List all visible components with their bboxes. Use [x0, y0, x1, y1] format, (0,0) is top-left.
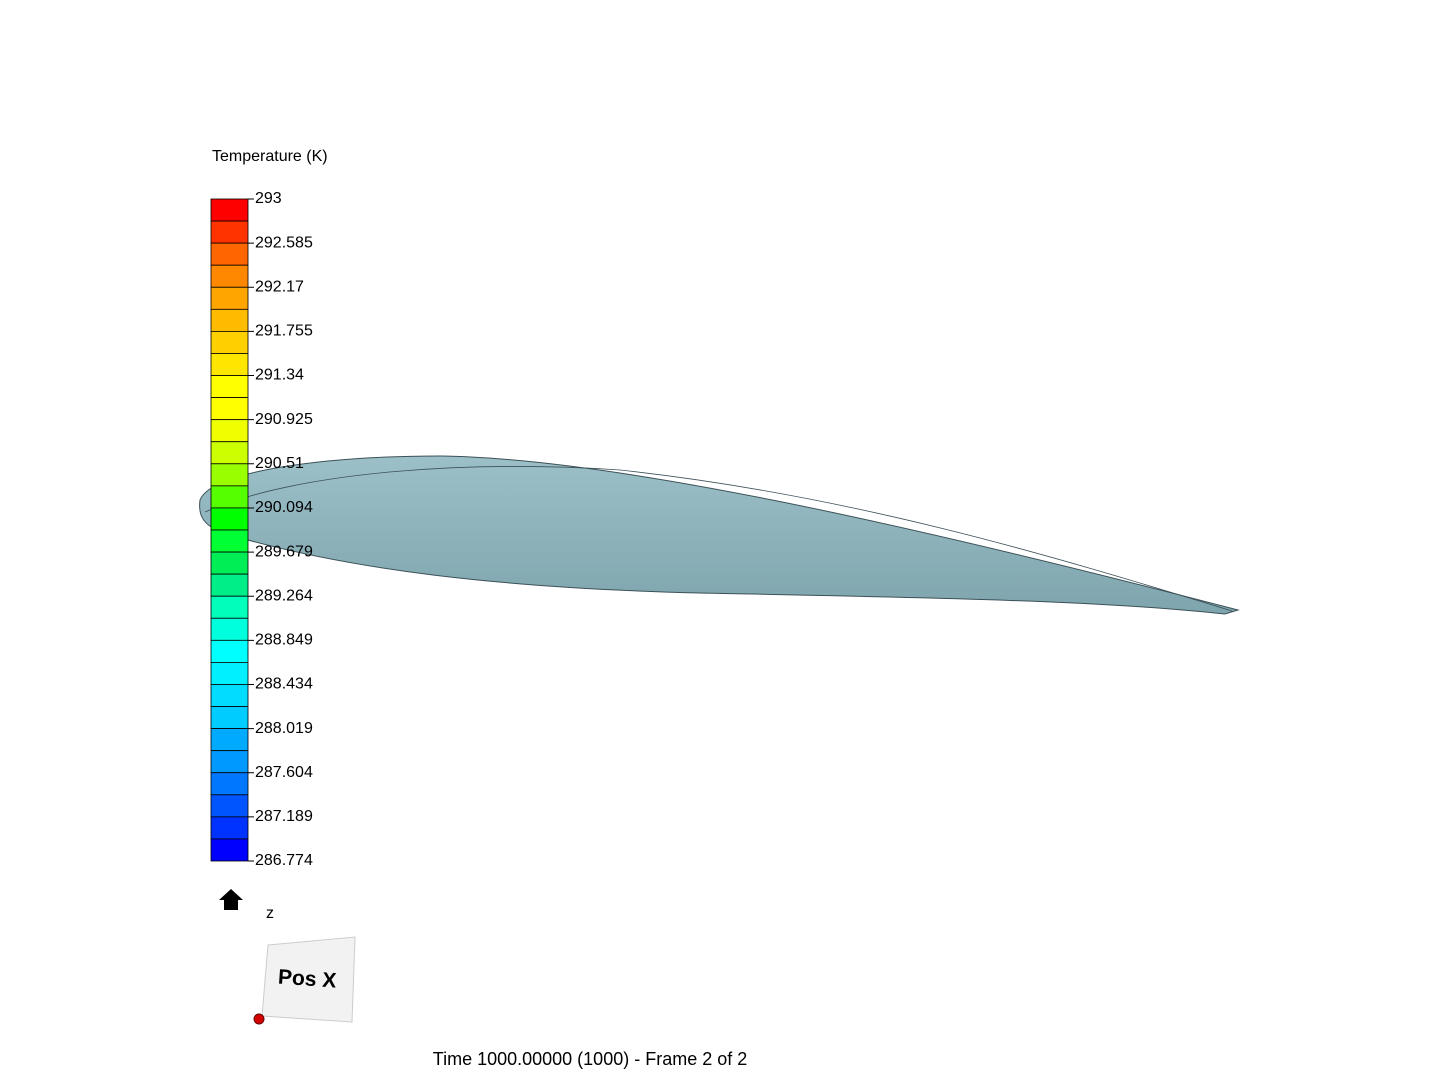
tick-label: 286.774: [255, 852, 313, 869]
colorbar: 293 292.585 292.17 291.755 291.34 290.925 290.…: [210, 190, 313, 869]
colorbar-band: [210, 397, 249, 421]
colorbar-band: [210, 772, 249, 796]
colorbar-band: [210, 816, 249, 840]
colorbar-band: [210, 441, 249, 465]
colorbar-band: [210, 551, 249, 575]
tick-label: 289.679: [255, 543, 313, 560]
colorbar-band: [210, 595, 249, 619]
colorbar-band: [210, 353, 249, 376]
view-cube[interactable]: Pos X: [261, 936, 356, 1023]
colorbar-band: [210, 220, 249, 244]
colorbar-band: [210, 286, 249, 310]
colorbar-band: [210, 330, 249, 354]
colorbar-band: [210, 573, 249, 597]
tick-label: 288.434: [255, 676, 313, 693]
colorbar-band: [210, 507, 249, 531]
tick-label: 287.604: [255, 764, 313, 781]
colorbar-band: [210, 838, 249, 862]
colorbar-band: [210, 750, 249, 774]
legend-title: Temperature (K): [212, 148, 328, 165]
airfoil: [199, 455, 1240, 615]
home-icon[interactable]: [219, 889, 243, 910]
colorbar-band: [210, 662, 249, 685]
view-cube-face: Pos X: [277, 966, 337, 993]
tick-label: 290.51: [255, 455, 304, 472]
status-time: Time 1000.00000 (1000) - Frame 2 of 2: [433, 1049, 748, 1069]
tick-label: 291.755: [255, 323, 313, 340]
colorbar-band: [210, 463, 249, 487]
colorbar-band: [210, 529, 249, 553]
tick-label: 289.264: [255, 587, 313, 604]
tick-label: 292.585: [255, 234, 313, 251]
colorbar-band: [210, 684, 249, 707]
colorbar-band: [210, 308, 249, 332]
airfoil-edge: [204, 466, 1233, 612]
colorbar-band: [210, 198, 249, 222]
tick-label: 287.189: [255, 808, 313, 825]
tick-label: 288.849: [255, 632, 313, 649]
tick-label: 288.019: [255, 720, 313, 737]
axis-label: z: [266, 905, 274, 922]
colorbar-band: [210, 706, 249, 729]
tick-label: 292.17: [255, 278, 304, 295]
origin-marker: [253, 1013, 265, 1025]
colorbar-band: [210, 419, 249, 443]
colorbar-band: [210, 617, 249, 641]
colorbar-band: [210, 375, 249, 398]
tick-label: 290.094: [255, 499, 313, 516]
tick-label: 293: [255, 190, 282, 207]
colorbar-band: [210, 242, 249, 266]
tick-label: 290.925: [255, 411, 313, 428]
colorbar-band: [210, 639, 249, 663]
colorbar-band: [210, 264, 249, 288]
colorbar-band: [210, 728, 249, 752]
colorbar-band: [210, 794, 249, 818]
colorbar-band: [210, 485, 249, 509]
tick-label: 291.34: [255, 367, 304, 384]
